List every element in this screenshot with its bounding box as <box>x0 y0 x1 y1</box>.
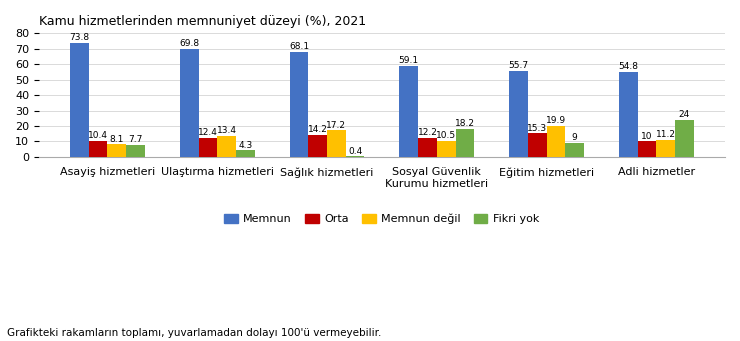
Text: 10.4: 10.4 <box>88 131 108 140</box>
Text: 69.8: 69.8 <box>179 39 199 48</box>
Bar <box>418 138 437 157</box>
Text: Grafikteki rakamların toplamı, yuvarlamadan dolayı 100'ü vermeyebilir.: Grafikteki rakamların toplamı, yuvarlama… <box>7 328 382 338</box>
Text: 10.5: 10.5 <box>436 131 457 140</box>
Bar <box>236 150 255 157</box>
Bar <box>656 140 675 157</box>
Text: 59.1: 59.1 <box>399 56 419 65</box>
Bar <box>547 126 565 157</box>
Bar <box>89 141 107 157</box>
Text: 68.1: 68.1 <box>289 42 309 51</box>
Text: 17.2: 17.2 <box>326 121 346 130</box>
Bar <box>70 43 89 157</box>
Text: 8.1: 8.1 <box>110 135 124 144</box>
Text: 12.4: 12.4 <box>198 128 218 137</box>
Bar <box>565 143 584 157</box>
Text: 12.2: 12.2 <box>417 128 437 137</box>
Bar <box>346 156 364 157</box>
Bar <box>218 136 236 157</box>
Bar <box>327 130 346 157</box>
Bar <box>437 141 456 157</box>
Bar <box>400 65 418 157</box>
Bar <box>638 142 656 157</box>
Text: 10: 10 <box>642 132 653 141</box>
Text: 13.4: 13.4 <box>217 127 237 135</box>
Text: 73.8: 73.8 <box>70 33 90 42</box>
Bar <box>126 145 145 157</box>
Bar <box>456 129 474 157</box>
Bar <box>509 71 528 157</box>
Text: 0.4: 0.4 <box>348 147 362 155</box>
Text: 4.3: 4.3 <box>238 140 252 150</box>
Text: Kamu hizmetlerinden memnuniyet düzeyi (%), 2021: Kamu hizmetlerinden memnuniyet düzeyi (%… <box>38 15 366 28</box>
Text: 18.2: 18.2 <box>455 119 475 128</box>
Bar <box>619 72 638 157</box>
Text: 54.8: 54.8 <box>619 62 639 72</box>
Text: 55.7: 55.7 <box>508 61 528 70</box>
Legend: Memnun, Orta, Memnun değil, Fikri yok: Memnun, Orta, Memnun değil, Fikri yok <box>220 209 544 229</box>
Text: 14.2: 14.2 <box>308 125 328 134</box>
Bar <box>289 52 309 157</box>
Text: 24: 24 <box>679 110 690 119</box>
Bar <box>675 120 694 157</box>
Text: 9: 9 <box>572 133 577 142</box>
Text: 19.9: 19.9 <box>546 116 566 125</box>
Text: 7.7: 7.7 <box>128 135 143 144</box>
Bar <box>107 145 126 157</box>
Bar <box>180 49 198 157</box>
Text: 11.2: 11.2 <box>656 130 676 139</box>
Text: 15.3: 15.3 <box>528 123 548 133</box>
Bar <box>528 133 547 157</box>
Bar <box>309 135 327 157</box>
Bar <box>198 138 218 157</box>
